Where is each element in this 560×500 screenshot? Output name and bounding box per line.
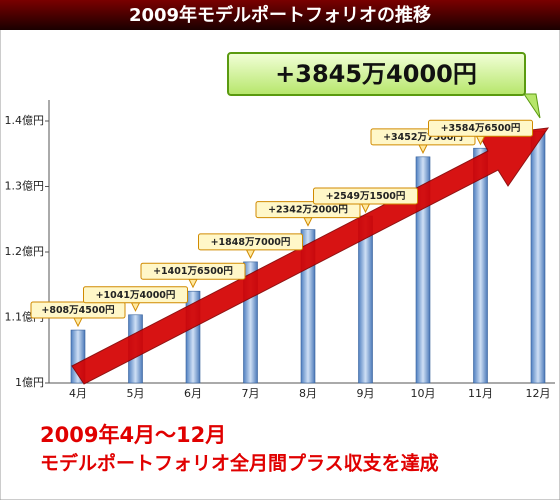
bar-label: +2549万1500円 xyxy=(326,191,406,202)
y-tick-label: 1.4億円 xyxy=(5,114,45,127)
bar-label: +2342万2000円 xyxy=(268,205,348,216)
label-box xyxy=(255,201,361,219)
x-tick-label: 8月 xyxy=(299,387,317,400)
label-box xyxy=(428,119,533,137)
x-tick-label: 5月 xyxy=(127,387,145,400)
callout-box xyxy=(227,52,526,96)
x-tick-label: 6月 xyxy=(184,387,202,400)
label-box xyxy=(198,233,303,251)
callout-pointer xyxy=(523,93,541,119)
summary-line: 2009年4月～12月 xyxy=(40,423,226,447)
trend-arrow xyxy=(71,127,550,385)
bar-label: +1041万4000円 xyxy=(96,290,176,301)
summary-line: モデルポートフォリオ全月間プラス収支を達成 xyxy=(40,452,439,475)
callout-label: +3845万4000円 xyxy=(275,60,477,88)
label-box xyxy=(83,286,188,304)
y-tick-label: 1.2億円 xyxy=(5,245,45,258)
x-tick-label: 11月 xyxy=(468,387,493,400)
bar-label: +3584万6500円 xyxy=(441,123,521,134)
x-tick-label: 7月 xyxy=(242,387,260,400)
y-tick-label: 1億円 xyxy=(15,376,44,389)
x-tick-label: 4月 xyxy=(69,387,87,400)
chart-title: 2009年モデルポートフォリオの推移 xyxy=(129,4,431,26)
x-tick-label: 9月 xyxy=(357,387,375,400)
bar xyxy=(530,130,546,384)
bar-label: +3452万7500円 xyxy=(383,132,463,143)
label-box xyxy=(30,301,126,319)
bar xyxy=(415,156,431,384)
bar-label: +1848万7000円 xyxy=(211,237,291,248)
bar-label: +808万4500円 xyxy=(41,305,114,316)
x-tick-label: 12月 xyxy=(526,387,551,400)
bar-label: +1401万6500円 xyxy=(153,266,233,277)
title-bar xyxy=(0,0,560,30)
label-box xyxy=(140,262,246,280)
y-tick-label: 1.3億円 xyxy=(5,180,45,193)
x-tick-label: 10月 xyxy=(411,387,436,400)
bar xyxy=(473,147,488,384)
label-box xyxy=(313,187,418,205)
